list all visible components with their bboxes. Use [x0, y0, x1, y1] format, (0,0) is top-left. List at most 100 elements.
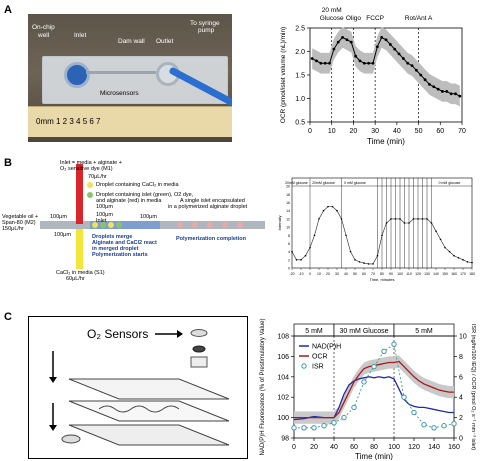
ocr-point — [445, 90, 449, 93]
single2: in a polymerized alginate droplet — [168, 204, 248, 210]
label-syringe-1: To syringe — [190, 20, 220, 27]
ocr-point — [423, 78, 427, 82]
ocr-point — [441, 90, 444, 93]
ocr-point — [428, 83, 431, 86]
ocr-point — [332, 47, 336, 51]
x-tick-label: 170 — [460, 272, 466, 276]
label-well: well — [38, 32, 50, 39]
ocr-point — [380, 36, 384, 39]
ocr-point — [384, 38, 388, 42]
x-tick-label: 110 — [406, 272, 412, 276]
x-tick-label: 60 — [362, 272, 366, 276]
channel — [86, 71, 156, 74]
intensity-point — [291, 250, 293, 253]
ocr-point — [354, 54, 357, 58]
legend-label: NAD(P)H — [312, 344, 341, 351]
x-tick-label: 150 — [442, 272, 448, 276]
intensity-point — [453, 254, 455, 257]
label-outlet: Outlet — [156, 38, 174, 45]
ocr-point — [341, 36, 344, 39]
y-axis-label-left: NAD(P)H Fluorescence (% of Prestimulator… — [260, 319, 266, 456]
x-tick-label: 140 — [428, 444, 440, 451]
ocr-point — [336, 40, 340, 44]
y-tick-label: 100 — [277, 415, 289, 422]
y-axis-label-right: ISR (ng/hr/100 IEQ) / OCR (pmol O₂ s⁻¹ m… — [470, 324, 476, 450]
oil1: Vegetable oil + — [2, 214, 39, 220]
ocr-point — [310, 57, 314, 60]
x-tick-label: 0 — [308, 128, 312, 135]
chip-well — [64, 62, 90, 88]
x-axis-label: Time (min) — [367, 137, 405, 146]
x-axis-label: Time, minutes — [370, 277, 395, 282]
intensity-point — [376, 254, 379, 257]
oil3: 150μL/hr — [2, 226, 24, 232]
dim-e: 100μm — [54, 232, 71, 238]
x-tick-label: 80 — [370, 444, 378, 451]
droplet — [92, 222, 98, 228]
y2-tick-label: 8 — [459, 354, 463, 361]
isr-point — [441, 423, 447, 429]
intensity-point — [331, 205, 334, 208]
intensity-point — [430, 222, 433, 224]
ocr-point — [358, 59, 362, 63]
event-label: Oligo — [346, 15, 362, 22]
x-tick-label: 20 — [350, 128, 358, 135]
isr-point — [291, 425, 297, 431]
isr-point — [301, 425, 307, 431]
header-label: 20mM glucose — [312, 181, 335, 185]
isr-point — [311, 425, 317, 431]
x-tick-label: 100 — [388, 444, 400, 451]
ocr-error-band — [294, 355, 454, 424]
arrow-down-2-head — [49, 425, 57, 431]
ocr-point — [397, 52, 401, 56]
series-line-isr — [294, 343, 455, 429]
legend-label: ISR — [312, 364, 324, 371]
x-tick-label: 40 — [393, 128, 401, 135]
droplet-schematic: Inlet = media + alginate + O₂ sensitive … — [0, 158, 270, 288]
cacl2: 60μL/hr — [66, 276, 85, 282]
y2-tick-label: 6 — [459, 374, 463, 381]
y2-tick-label: 4 — [459, 395, 463, 402]
intensity-point — [390, 218, 392, 220]
x-tick-label: 90 — [389, 272, 393, 276]
device-photo: 0mm 1 2 3 4 5 6 7 On-chip well Inlet Dam… — [28, 14, 232, 142]
ocr-point — [454, 92, 457, 96]
merge1: Droplets merge — [92, 234, 133, 240]
legend-dot-green — [87, 192, 93, 198]
poly: Polymerization completion — [176, 236, 246, 242]
y-tick-label: 2.5 — [295, 26, 305, 33]
ocr-point — [432, 85, 436, 89]
intensity-point — [300, 259, 302, 261]
ocr-point — [362, 61, 366, 65]
label-dam: Dam wall — [118, 38, 145, 45]
x-tick-label: 40 — [344, 272, 348, 276]
ocr-point — [323, 61, 327, 65]
y-axis-label: OCR (pmol/islet volume (nL)/min) — [280, 27, 287, 123]
header-label: 0 mM glucose — [439, 181, 461, 185]
ocr-point — [406, 61, 410, 65]
label-micro: Microsensors — [100, 90, 139, 97]
droplet — [237, 222, 243, 228]
y-tick-label: 108 — [277, 334, 289, 341]
isr-point — [361, 379, 367, 385]
oil2: Span-80 (M2) — [2, 220, 36, 226]
x-tick-label: 120 — [408, 444, 420, 451]
intensity-point — [322, 209, 325, 212]
ocr-point — [315, 59, 318, 63]
condition-label: 5 mM — [415, 328, 433, 335]
intensity-point — [336, 209, 338, 212]
y-tick-label: 2.0 — [295, 49, 305, 56]
ocr-point — [415, 68, 418, 72]
isr-point — [411, 409, 417, 416]
x-tick-label: -20 — [289, 272, 294, 276]
y-tick-label: 18 — [286, 193, 290, 197]
condition-label: 5 mM — [305, 328, 323, 335]
ocr-point — [319, 61, 323, 65]
header-label: 20mM glucose — [285, 181, 308, 185]
x-tick-label: 40 — [330, 444, 338, 451]
intensity-point — [363, 262, 365, 264]
y-tick-label: 1.5 — [295, 73, 305, 80]
nadph-ocr-isr-chart: 5 mM 30 mM Glucose 5 mM0 20 40 60 80 100 120 140 1… — [260, 319, 476, 460]
y-tick-label: 20 — [286, 185, 290, 189]
intensity-point — [309, 246, 311, 249]
